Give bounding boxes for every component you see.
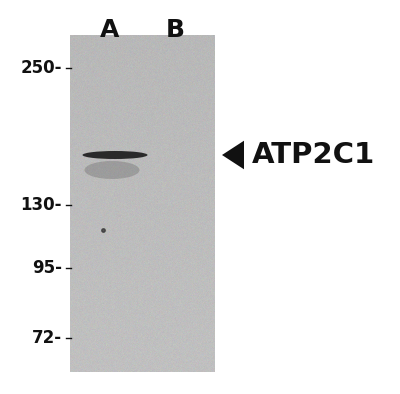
- Text: 95-: 95-: [32, 259, 62, 277]
- Text: 250-: 250-: [20, 59, 62, 77]
- Ellipse shape: [82, 151, 148, 159]
- Text: ATP2C1: ATP2C1: [252, 141, 375, 169]
- Text: 130-: 130-: [20, 196, 62, 214]
- Text: 72-: 72-: [32, 329, 62, 347]
- Bar: [70, 35, 215, 372]
- Ellipse shape: [84, 161, 140, 179]
- Text: B: B: [166, 18, 184, 42]
- Text: A: A: [100, 18, 120, 42]
- Polygon shape: [222, 141, 244, 169]
